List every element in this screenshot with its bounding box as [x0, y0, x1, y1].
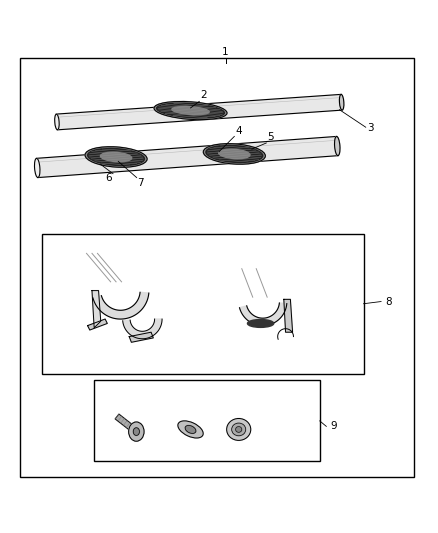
Ellipse shape — [100, 152, 132, 161]
Ellipse shape — [339, 94, 344, 110]
Text: 4: 4 — [236, 126, 242, 135]
Polygon shape — [57, 94, 342, 130]
Ellipse shape — [178, 421, 203, 438]
Text: 3: 3 — [367, 123, 374, 133]
Ellipse shape — [129, 422, 144, 441]
Ellipse shape — [335, 136, 340, 156]
Polygon shape — [92, 290, 101, 328]
Text: 6: 6 — [105, 173, 112, 183]
Ellipse shape — [35, 158, 40, 177]
Ellipse shape — [219, 149, 250, 159]
Text: 1: 1 — [222, 47, 229, 57]
Text: 2: 2 — [201, 91, 207, 101]
Ellipse shape — [185, 425, 196, 433]
Ellipse shape — [154, 101, 227, 120]
Ellipse shape — [55, 114, 59, 130]
Ellipse shape — [227, 418, 251, 440]
Bar — [94, 381, 320, 462]
Polygon shape — [240, 303, 287, 326]
Polygon shape — [88, 319, 107, 330]
Text: 5: 5 — [268, 132, 274, 142]
Ellipse shape — [206, 146, 263, 163]
Polygon shape — [284, 300, 293, 332]
Polygon shape — [123, 319, 162, 339]
Ellipse shape — [133, 428, 139, 435]
Polygon shape — [93, 292, 149, 319]
Ellipse shape — [247, 319, 274, 327]
Polygon shape — [36, 136, 338, 177]
Ellipse shape — [85, 147, 147, 167]
Polygon shape — [115, 414, 135, 432]
Text: 8: 8 — [385, 296, 392, 306]
Polygon shape — [129, 332, 153, 342]
Text: 9: 9 — [331, 422, 337, 431]
Bar — [42, 233, 364, 374]
Ellipse shape — [172, 107, 209, 115]
Text: 7: 7 — [138, 179, 144, 189]
Ellipse shape — [203, 144, 265, 164]
Ellipse shape — [236, 426, 242, 432]
Ellipse shape — [232, 423, 246, 436]
Ellipse shape — [157, 103, 224, 118]
Ellipse shape — [88, 149, 145, 166]
